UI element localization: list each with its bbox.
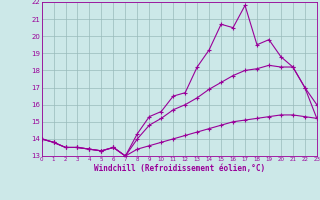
X-axis label: Windchill (Refroidissement éolien,°C): Windchill (Refroidissement éolien,°C) [94, 164, 265, 173]
